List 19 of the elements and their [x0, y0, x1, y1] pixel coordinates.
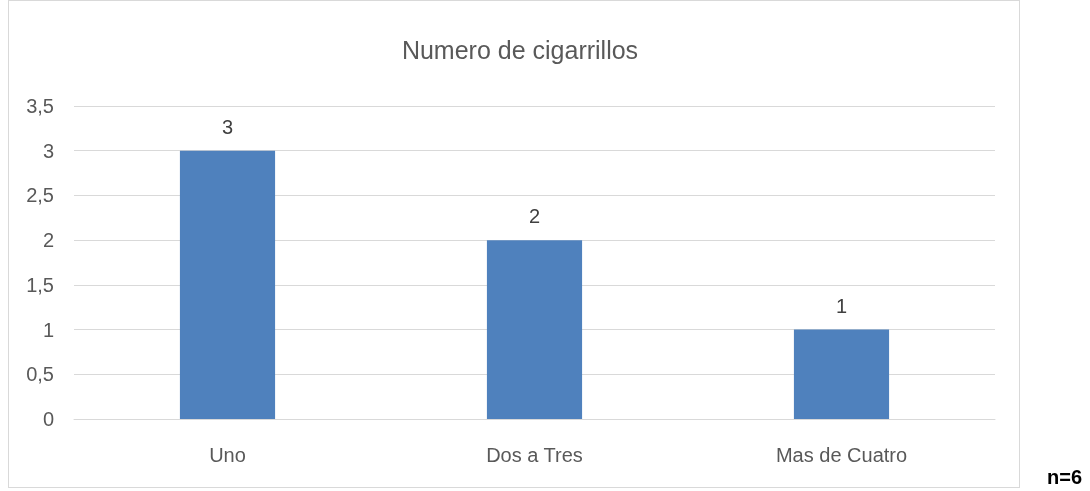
data-label: 2	[528, 205, 541, 228]
x-tick-label: Dos a Tres	[486, 444, 583, 466]
text: n=6	[1046, 466, 1083, 488]
chart-title: Numero de cigarrillos	[401, 35, 639, 64]
x-tick-label: Mas de Cuatro	[775, 444, 908, 466]
y-tick-label: 3,5	[26, 95, 54, 117]
bar	[179, 150, 276, 419]
y-tick-label: 0,5	[26, 363, 54, 386]
y-tick-label: 3	[42, 139, 54, 162]
bar	[486, 240, 583, 419]
y-tick-label: 1,5	[26, 273, 54, 296]
data-label: 3	[221, 115, 234, 138]
y-tick-label: 1	[42, 318, 54, 341]
y-tick-label: 2,5	[26, 184, 54, 207]
x-tick-label: Uno	[209, 444, 246, 466]
y-tick-label: 2	[42, 229, 54, 252]
y-tick-label: 0	[42, 408, 54, 430]
bar	[793, 329, 890, 419]
data-label: 1	[835, 294, 848, 317]
